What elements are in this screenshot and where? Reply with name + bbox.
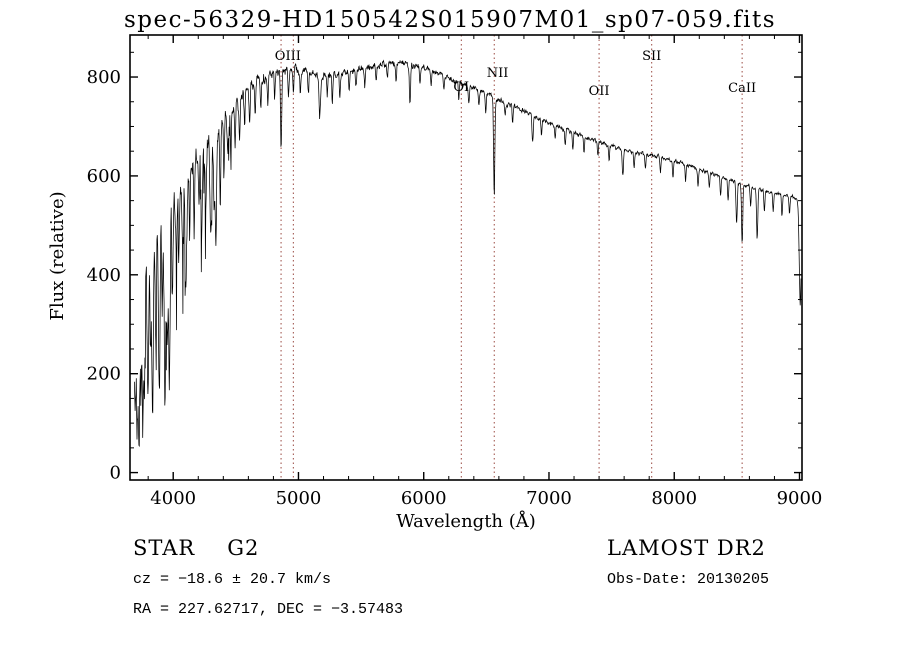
y-tick-label: 0 (110, 463, 121, 484)
cz-value: cz = −18.6 ± 20.7 km/s (133, 571, 332, 588)
y-tick-label: 800 (87, 67, 121, 88)
y-tick-label: 200 (87, 364, 121, 385)
obs-date: Obs-Date: 20130205 (607, 571, 770, 588)
y-tick-label: 400 (87, 265, 121, 286)
spectral-line-label: OIII (275, 49, 301, 64)
x-axis-label: Wavelength (Å) (396, 511, 536, 532)
plot-title: spec-56329-HD150542S015907M01_sp07-059.f… (123, 7, 777, 33)
ra-dec: RA = 227.62717, DEC = −3.57483 (133, 601, 404, 618)
survey-label: LAMOST DR2 (607, 536, 766, 560)
object-class: STAR (133, 536, 196, 560)
x-tick-label: 4000 (150, 488, 196, 509)
x-tick-label: 8000 (651, 488, 697, 509)
spectral-line-label: CaII (728, 81, 756, 96)
spectral-line-label: NII (487, 66, 509, 81)
classification-row: STAR G2 (133, 536, 259, 560)
x-tick-label: 9000 (777, 488, 823, 509)
y-tick-label: 600 (87, 166, 121, 187)
x-tick-label: 5000 (276, 488, 322, 509)
x-tick-label: 7000 (526, 488, 572, 509)
spectral-line-label: OII (589, 84, 610, 99)
x-tick-label: 6000 (401, 488, 447, 509)
y-axis-label: Flux (relative) (47, 191, 68, 321)
object-subclass: G2 (227, 536, 260, 560)
plot-frame (129, 34, 803, 481)
spectral-line-label: SII (642, 49, 661, 64)
spectrum-line (134, 59, 802, 448)
spectral-line-label: OI (453, 80, 469, 95)
